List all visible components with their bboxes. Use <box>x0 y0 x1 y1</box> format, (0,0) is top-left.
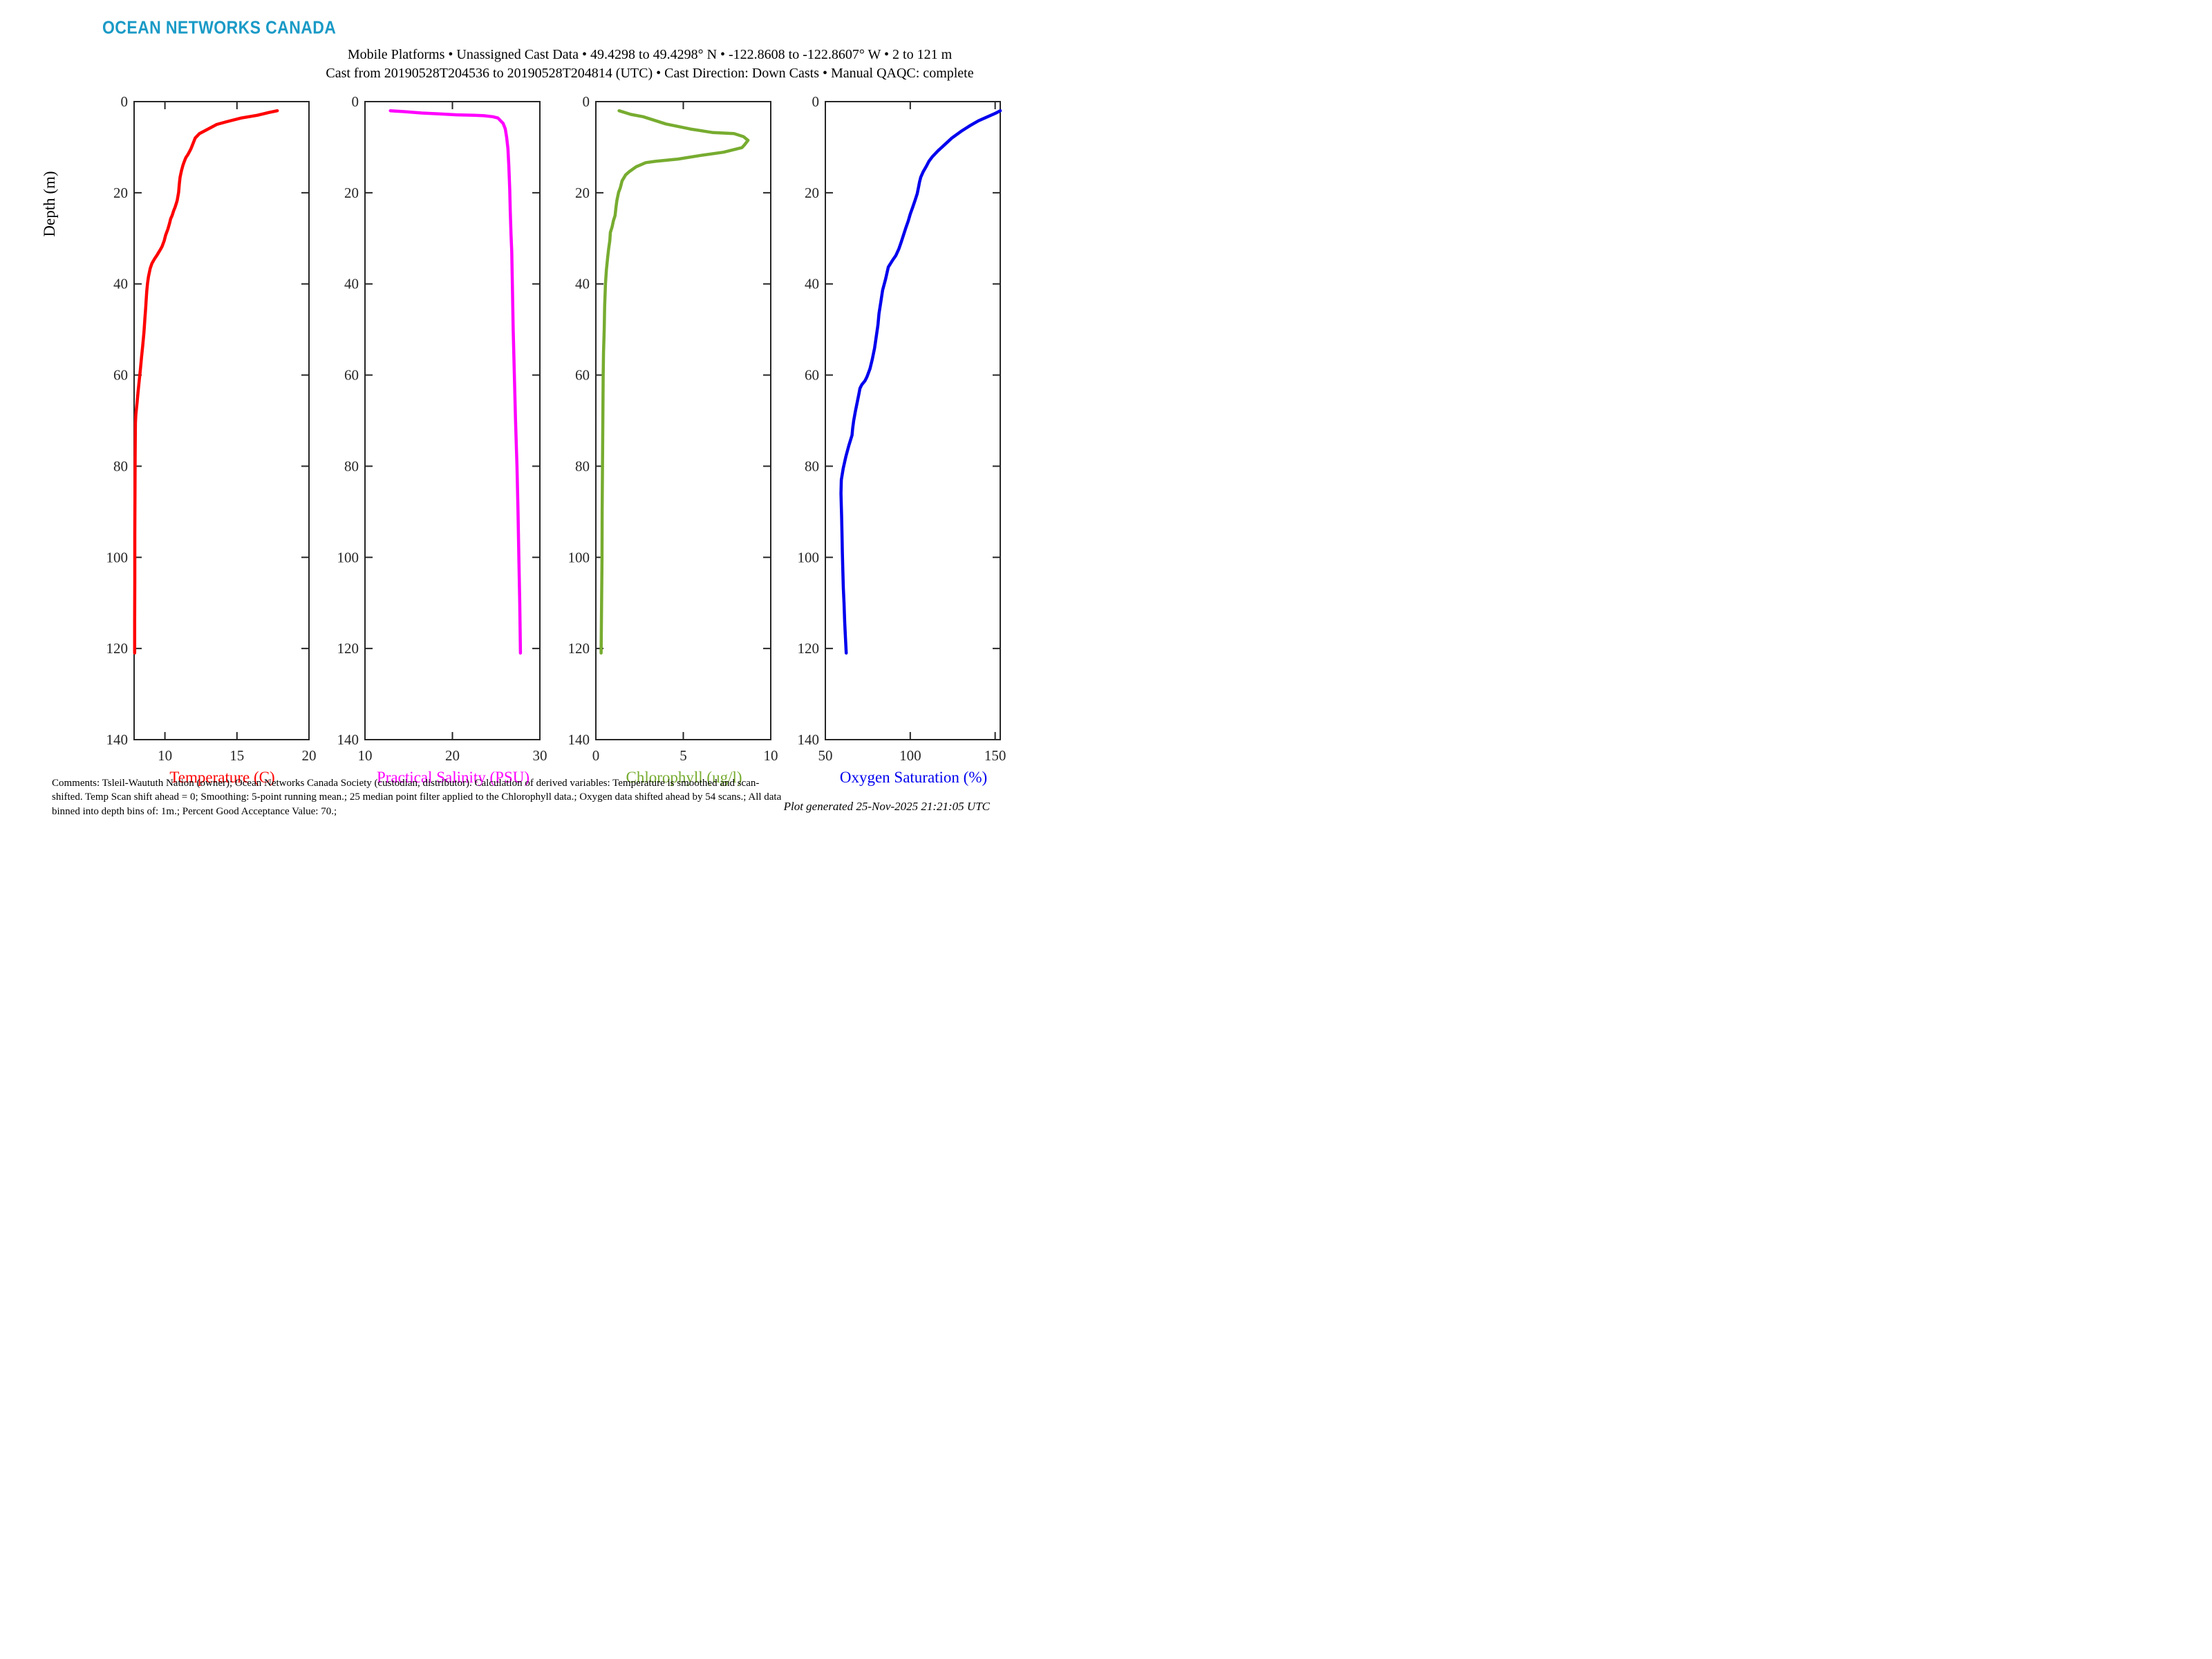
salinity-axis-label: Practical Salinity (PSU) <box>376 769 530 786</box>
svg-text:80: 80 <box>344 458 359 474</box>
svg-text:80: 80 <box>575 458 590 474</box>
temperature-axis-label: Temperature (C) <box>169 769 275 786</box>
svg-text:0: 0 <box>583 93 590 110</box>
svg-text:100: 100 <box>106 549 129 565</box>
oxygen-profile-chart: 50 100 150 0 20 40 60 80 100 120 140 <box>798 93 1006 764</box>
svg-text:140: 140 <box>106 731 129 748</box>
svg-text:0: 0 <box>592 747 600 764</box>
title-line-2: Cast from 20190528T204536 to 20190528T20… <box>326 66 974 81</box>
figure-title: Mobile Platforms • Unassigned Cast Data … <box>194 46 1106 83</box>
svg-text:80: 80 <box>805 458 819 474</box>
svg-text:0: 0 <box>812 93 820 110</box>
salinity-plot: 10 20 30 0 20 40 60 80 100 120 140 Practical Salin… <box>317 85 552 830</box>
svg-text:150: 150 <box>984 747 1006 764</box>
onc-logo: OCEAN NETWORKS CANADA <box>102 18 337 39</box>
chlorophyll-plot: 0 5 10 0 20 40 60 80 100 120 140 Chlorophyll (ug/l… <box>547 85 783 830</box>
svg-text:40: 40 <box>113 276 128 292</box>
svg-text:120: 120 <box>106 640 129 657</box>
svg-text:60: 60 <box>575 367 590 384</box>
svg-text:120: 120 <box>798 640 820 657</box>
svg-text:20: 20 <box>575 185 590 201</box>
oxygen-plot: 50 100 150 0 20 40 60 80 100 120 140 Oxygen Satura… <box>777 85 1013 830</box>
svg-text:100: 100 <box>337 549 359 565</box>
svg-text:120: 120 <box>568 640 590 657</box>
svg-text:20: 20 <box>113 185 128 201</box>
page: OCEAN NETWORKS CANADA Mobile Platforms •… <box>0 0 1106 830</box>
svg-text:10: 10 <box>764 747 778 764</box>
depth-axis-label: Depth (m) <box>41 171 58 237</box>
svg-text:60: 60 <box>805 367 819 384</box>
svg-text:40: 40 <box>805 276 819 292</box>
svg-text:20: 20 <box>302 747 317 764</box>
svg-text:140: 140 <box>337 731 359 748</box>
svg-text:30: 30 <box>533 747 547 764</box>
temperature-plot: 10 15 20 0 20 40 60 80 100 120 140 Temperature (C) <box>86 85 321 830</box>
svg-text:60: 60 <box>113 367 128 384</box>
svg-text:100: 100 <box>568 549 590 565</box>
svg-text:5: 5 <box>679 747 687 764</box>
svg-text:10: 10 <box>358 747 373 764</box>
svg-text:0: 0 <box>121 93 129 110</box>
svg-text:100: 100 <box>798 549 820 565</box>
svg-text:140: 140 <box>568 731 590 748</box>
svg-text:20: 20 <box>445 747 460 764</box>
svg-text:50: 50 <box>818 747 833 764</box>
temperature-profile-chart: 10 15 20 0 20 40 60 80 100 120 140 <box>106 93 317 764</box>
plot-generated-timestamp: Plot generated 25-Nov-2025 21:21:05 UTC <box>783 800 990 813</box>
svg-text:10: 10 <box>158 747 172 764</box>
oxygen-axis-label: Oxygen Saturation (%) <box>839 769 988 786</box>
svg-text:140: 140 <box>798 731 820 748</box>
svg-text:40: 40 <box>344 276 359 292</box>
salinity-profile-chart: 10 20 30 0 20 40 60 80 100 120 140 <box>337 93 547 764</box>
svg-text:20: 20 <box>344 185 359 201</box>
svg-text:15: 15 <box>229 747 244 764</box>
svg-text:0: 0 <box>352 93 359 110</box>
chlorophyll-axis-label: Chlorophyll (ug/l) <box>626 769 742 786</box>
comments-text: Comments: Tsleil-Waututh Nation (owner);… <box>52 778 782 817</box>
svg-text:100: 100 <box>899 747 921 764</box>
svg-text:120: 120 <box>337 640 359 657</box>
svg-text:80: 80 <box>113 458 128 474</box>
svg-text:40: 40 <box>575 276 590 292</box>
svg-text:60: 60 <box>344 367 359 384</box>
title-line-1: Mobile Platforms • Unassigned Cast Data … <box>347 47 953 62</box>
svg-text:20: 20 <box>805 185 819 201</box>
